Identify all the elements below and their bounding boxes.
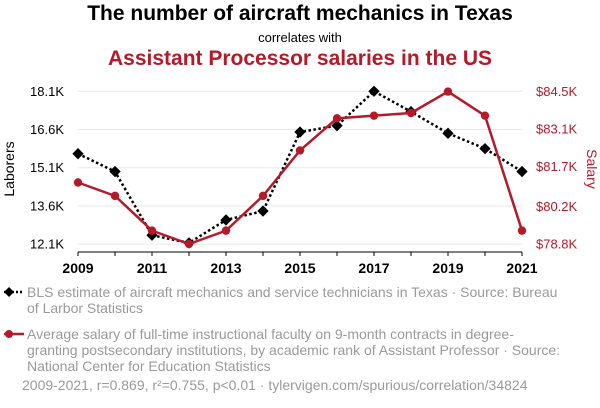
data-point-salary [110,191,120,201]
y-right-axis-title: Salary [584,149,600,189]
x-tick-label: 2015 [284,260,315,276]
legend-label-mechanics: BLS estimate of aircraft mechanics and s… [27,284,558,316]
y-right-tick-label: $81.7K [536,159,578,174]
data-point-salary [443,87,453,96]
data-point-salary [517,226,527,235]
legend-item-mechanics: BLS estimate of aircraft mechanics and s… [4,284,564,316]
chart-subtitle: Assistant Processor salaries in the US [108,47,492,70]
dual-axis-line-chart: 12.1K 13.6K 15.1K 16.6K 18.1K Laborers $78.8K… [1,84,600,276]
data-point-salary [406,108,416,118]
chart-connector: correlates with [258,30,342,45]
legend-item-salary: Average salary of full-time instructiona… [4,326,564,374]
data-point-salary [332,114,342,123]
series-line-mechanics [77,90,523,245]
legend-swatch-mechanics [4,287,24,297]
data-point-salary [221,226,231,235]
x-tick-label: 2021 [506,260,537,276]
x-tick-label: 2019 [432,260,463,276]
data-point-mechanics [220,214,232,226]
data-point-mechanics [294,126,306,138]
y-right-tick-label: $83.1K [536,122,578,137]
y-left-tick-label: 12.1K [30,237,64,252]
x-tick-label: 2009 [62,260,93,276]
legend-label-salary: Average salary of full-time instructiona… [27,326,561,374]
data-point-mechanics [72,148,84,160]
y-right-tick-label: $84.5K [536,84,578,99]
data-point-salary [73,178,83,187]
data-point-salary [295,146,305,155]
x-tick-label: 2017 [358,260,389,276]
y-left-tick-label: 15.1K [30,160,64,175]
data-point-salary [369,111,379,120]
y-right-tick-label: $78.8K [536,236,578,251]
left-axis: 12.1K 13.6K 15.1K 16.6K 18.1K Laborers [1,84,64,252]
grid-lines [78,90,522,245]
legend-swatch-salary [4,330,24,338]
data-point-salary [184,239,194,249]
y-left-tick-label: 18.1K [30,84,64,99]
data-point-salary [480,111,490,120]
x-axis: 2009 2011 2013 2015 2017 2019 2021 [62,251,538,276]
data-point-mechanics [257,205,269,217]
series-layer [72,85,528,249]
data-point-mechanics [368,85,380,97]
data-point-mechanics [442,127,454,139]
y-left-axis-title: Laborers [1,141,17,196]
chart-title: The number of aircraft mechanics in Texa… [87,2,513,25]
y-left-tick-label: 16.6K [30,122,64,137]
right-axis: $78.8K $80.2K $81.7K $83.1K $84.5K Salary [536,84,600,251]
data-point-mechanics [516,165,528,178]
data-point-salary [147,226,157,235]
y-right-tick-label: $80.2K [536,199,578,214]
data-point-salary [258,191,268,201]
x-tick-label: 2011 [137,260,168,276]
data-point-mechanics [479,142,491,155]
footer-stats: 2009-2021, r=0.869, r²=0.755, p<0.01 · t… [22,377,528,393]
y-left-tick-label: 13.6K [30,198,64,213]
x-tick-label: 2013 [210,260,241,276]
